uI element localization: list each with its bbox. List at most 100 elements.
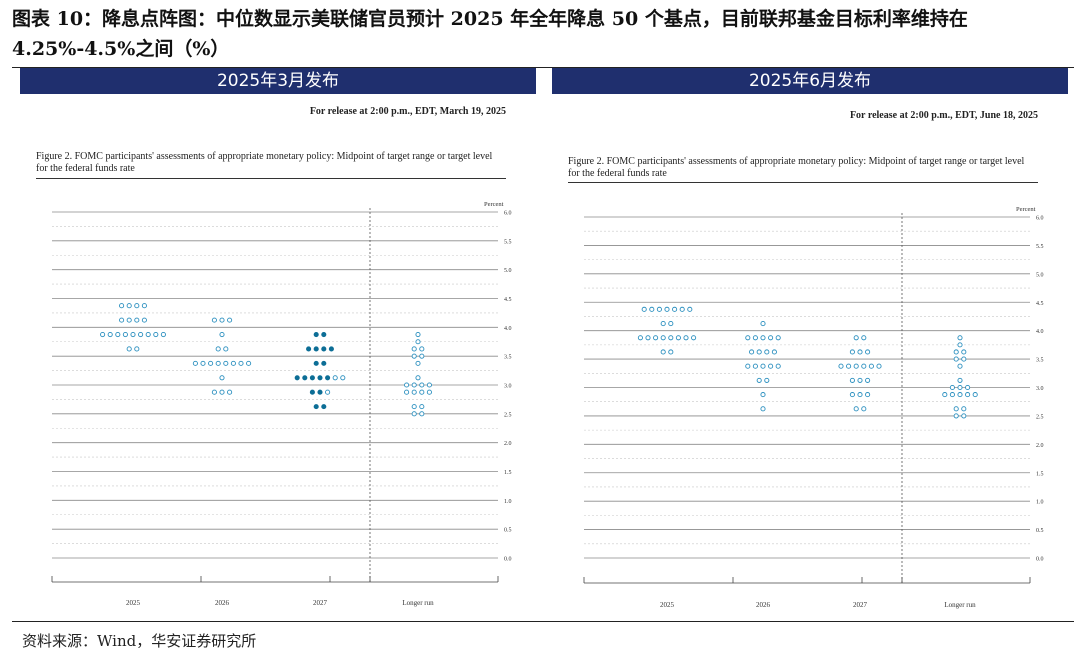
dot-marker: [745, 335, 751, 341]
dot-marker: [857, 392, 863, 398]
y-tick-label: 1.0: [1036, 500, 1044, 506]
bottom-divider: [12, 621, 1074, 622]
dot-marker: [653, 335, 659, 341]
dot-marker: [961, 349, 967, 355]
dot-marker: [768, 335, 774, 341]
y-tick-label: 2.5: [504, 412, 512, 418]
dot-marker: [317, 375, 323, 381]
x-tick-label: 2027: [313, 599, 328, 607]
dot-marker: [325, 389, 331, 395]
dot-marker: [313, 360, 319, 366]
y-tick-label: 2.0: [1036, 443, 1044, 449]
y-tick-label: 3.0: [1036, 386, 1044, 392]
dot-marker: [219, 389, 225, 395]
dot-marker: [107, 331, 113, 338]
dot-marker: [115, 331, 121, 338]
dot-marker: [876, 363, 882, 369]
dot-marker: [942, 392, 948, 398]
dot-marker: [953, 356, 959, 362]
panel-banner: 2025年6月发布: [552, 68, 1068, 94]
dot-plot-chart: 0.0 0.5 1.0 1.5 2.0 2.5 3.0 3.5 4.0 4.5 5.0 5.5 6.0P…: [583, 206, 1044, 609]
dot-marker: [227, 317, 233, 323]
panel-banner: 2025年3月发布: [20, 68, 536, 94]
dot-marker: [313, 331, 319, 338]
dot-marker: [208, 360, 214, 366]
top-divider: [12, 67, 1074, 68]
dot-marker: [332, 375, 338, 381]
dot-marker: [419, 382, 425, 388]
dot-marker: [953, 349, 959, 355]
dot-marker: [411, 346, 417, 352]
dot-marker: [134, 317, 140, 323]
dot-marker: [153, 331, 159, 338]
dot-marker: [965, 384, 971, 391]
dot-marker: [756, 377, 762, 383]
dot-marker: [961, 356, 967, 362]
dot-marker: [760, 392, 766, 398]
y-axis-label: Percent: [1016, 206, 1036, 213]
dot-marker: [426, 389, 432, 395]
dot-marker: [100, 331, 106, 338]
dot-marker: [200, 360, 206, 366]
dot-marker: [868, 363, 874, 369]
dot-marker: [853, 363, 859, 369]
dot-marker: [122, 331, 128, 338]
dot-marker: [749, 349, 755, 355]
dot-marker: [419, 404, 425, 410]
source-note: 资料来源：Wind，华安证券研究所: [22, 632, 257, 650]
dot-marker: [660, 321, 666, 327]
dot-marker: [849, 349, 855, 355]
dot-marker: [668, 335, 674, 341]
dot-marker: [668, 349, 674, 355]
dot-marker: [861, 406, 867, 412]
dot-marker: [637, 335, 643, 341]
y-axis-label: Percent: [484, 201, 504, 208]
dot-marker: [238, 360, 244, 366]
dot-marker: [752, 363, 758, 369]
y-tick-label: 0.0: [504, 557, 512, 563]
dot-marker: [223, 360, 229, 366]
dot-marker: [760, 363, 766, 369]
dot-marker: [656, 306, 662, 312]
dot-marker: [857, 349, 863, 355]
dot-marker: [313, 404, 319, 410]
dot-marker: [404, 382, 410, 388]
dot-marker: [865, 392, 871, 398]
dot-marker: [745, 363, 751, 369]
dot-marker: [675, 335, 681, 341]
y-tick-label: 5.5: [504, 239, 512, 245]
y-tick-label: 0.5: [1036, 528, 1044, 534]
dot-marker: [340, 375, 346, 381]
dot-marker: [957, 377, 963, 383]
x-tick-label: Longer run: [944, 601, 976, 609]
x-tick-label: 2025: [660, 601, 675, 609]
dot-marker: [411, 404, 417, 410]
dot-marker: [672, 306, 678, 312]
dot-marker: [775, 363, 781, 369]
x-tick-label: Longer run: [402, 599, 434, 607]
dot-marker: [849, 392, 855, 398]
y-tick-label: 6.0: [1036, 216, 1044, 222]
dot-marker: [849, 377, 855, 383]
dot-marker: [230, 360, 236, 366]
y-tick-label: 4.0: [1036, 329, 1044, 335]
dot-marker: [211, 317, 217, 323]
y-tick-label: 1.5: [504, 470, 512, 476]
dot-marker: [957, 335, 963, 341]
dot-marker: [771, 349, 777, 355]
dot-marker: [306, 346, 312, 352]
dot-marker: [126, 346, 132, 352]
release-note: For release at 2:00 p.m., EDT, June 18, …: [849, 110, 1038, 121]
release-note: For release at 2:00 p.m., EDT, March 19,…: [309, 106, 506, 117]
dot-marker: [130, 331, 136, 338]
dot-marker: [415, 339, 421, 345]
dot-marker: [321, 360, 327, 366]
dot-marker: [768, 363, 774, 369]
dot-marker: [419, 346, 425, 352]
dot-marker: [313, 346, 319, 352]
dot-marker: [309, 375, 315, 381]
dot-marker: [411, 382, 417, 388]
dot-marker: [141, 303, 147, 309]
dot-marker: [126, 317, 132, 323]
dot-marker: [141, 317, 147, 323]
